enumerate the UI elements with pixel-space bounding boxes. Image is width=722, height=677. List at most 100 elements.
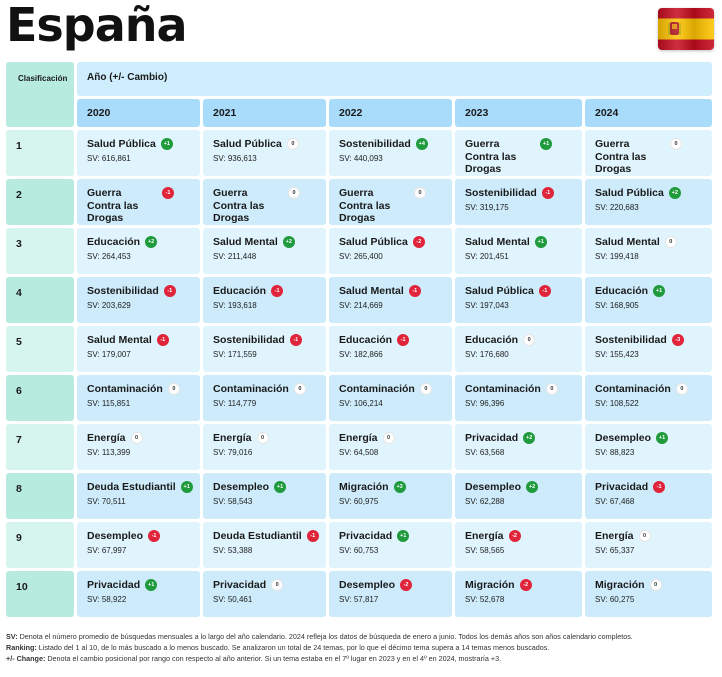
search-volume: SV: 60,753 <box>339 545 379 555</box>
topic-line: Sostenibilidad -1 <box>87 285 194 298</box>
topic-name: Sostenibilidad <box>339 138 411 150</box>
topic-line: Desempleo +1 <box>595 432 706 445</box>
change-badge: +1 <box>534 236 547 248</box>
topic-name: Educación <box>213 285 267 297</box>
topic-name: Guerra Contra las Drogas <box>339 187 391 224</box>
topic-cell: Deuda Estudiantil +1 SV: 70,511 <box>77 473 200 519</box>
change-badge: +1 <box>274 481 287 493</box>
topic-line: Contaminación 0 <box>595 383 706 396</box>
rank-number: 2 <box>6 179 74 225</box>
topic-name: Guerra Contra las Drogas <box>87 187 139 224</box>
topic-line: Salud Pública 0 <box>213 138 320 151</box>
search-volume: SV: 108,522 <box>595 398 639 408</box>
topic-line: Salud Pública -2 <box>339 236 446 249</box>
topic-name: Sostenibilidad <box>465 187 537 199</box>
change-badge: 0 <box>638 530 651 542</box>
search-volume: SV: 936,613 <box>213 153 257 163</box>
topic-name: Sostenibilidad <box>87 285 159 297</box>
topic-name: Deuda Estudiantil <box>87 481 176 493</box>
search-volume: SV: 211,448 <box>213 251 257 261</box>
search-volume: SV: 67,468 <box>595 496 635 506</box>
topic-cell: Contaminación 0 SV: 115,851 <box>77 375 200 421</box>
search-volume: SV: 64,508 <box>339 447 379 457</box>
topic-name: Desempleo <box>465 481 522 493</box>
topic-line: Salud Mental -1 <box>87 334 194 347</box>
topic-cell: Desempleo +2 SV: 62,288 <box>455 473 582 519</box>
topic-cell: Sostenibilidad -1 SV: 171,559 <box>203 326 326 372</box>
topic-name: Privacidad <box>339 530 393 542</box>
topic-name: Contaminación <box>87 383 163 395</box>
topic-cell: Contaminación 0 SV: 96,396 <box>455 375 582 421</box>
rank-number: 10 <box>6 571 74 617</box>
topic-cell: Guerra Contra las Drogas-1SV: 378,948 <box>77 179 200 237</box>
topic-cell: Salud Pública 0 SV: 936,613 <box>203 130 326 176</box>
change-badge: -1 <box>156 334 169 346</box>
search-volume: SV: 113,399 <box>87 447 131 457</box>
topic-name: Privacidad <box>87 579 141 591</box>
topic-cell: Privacidad 0 SV: 50,461 <box>203 571 326 617</box>
topic-line: Energía 0 <box>595 530 706 543</box>
search-volume: SV: 115,851 <box>87 398 131 408</box>
topic-cell: Educación +2 SV: 264,453 <box>77 228 200 274</box>
change-badge: +1 <box>145 579 158 591</box>
topic-line: Guerra Contra las Drogas 0 <box>595 138 706 176</box>
search-volume: SV: 182,866 <box>339 349 383 359</box>
topic-name: Energía <box>213 432 252 444</box>
rank-number: 7 <box>6 424 74 470</box>
change-badge: 0 <box>130 432 143 444</box>
topic-line: Salud Mental +1 <box>465 236 576 249</box>
topic-line: Migración -2 <box>465 579 576 592</box>
topic-name: Migración <box>339 481 389 493</box>
topic-name: Salud Mental <box>213 236 278 248</box>
change-badge: +1 <box>180 481 193 493</box>
change-badge: +1 <box>656 432 669 444</box>
topic-line: Contaminación 0 <box>87 383 194 396</box>
rank-column-header: Clasificación <box>6 62 74 127</box>
topic-line: Desempleo -2 <box>339 579 446 592</box>
change-badge: -1 <box>541 187 554 199</box>
topic-line: Guerra Contra las Drogas 0 <box>213 187 320 225</box>
change-badge: +3 <box>393 481 406 493</box>
topic-name: Energía <box>465 530 504 542</box>
search-volume: SV: 199,418 <box>595 251 639 261</box>
topic-line: Energía -2 <box>465 530 576 543</box>
change-badge: 0 <box>664 236 677 248</box>
topic-cell: Salud Mental -1 SV: 214,669 <box>329 277 452 323</box>
topic-cell: Educación +1 SV: 168,905 <box>585 277 712 323</box>
topic-line: Guerra Contra las Drogas +1 <box>465 138 576 176</box>
change-badge: -1 <box>289 334 302 346</box>
topic-name: Educación <box>87 236 141 248</box>
topic-name: Privacidad <box>213 579 267 591</box>
topic-line: Deuda Estudiantil -1 <box>213 530 320 543</box>
topic-cell: Salud Pública +2 SV: 220,683 <box>585 179 712 225</box>
change-badge: +1 <box>397 530 410 542</box>
search-volume: SV: 220,683 <box>595 202 639 212</box>
topic-cell: Sostenibilidad +4 SV: 440,093 <box>329 130 452 176</box>
change-badge: +2 <box>282 236 295 248</box>
search-volume: SV: 197,043 <box>465 300 509 310</box>
topic-line: Desempleo +2 <box>465 481 576 494</box>
topic-line: Salud Mental -1 <box>339 285 446 298</box>
topic-line: Salud Pública +1 <box>87 138 194 151</box>
change-badge: -3 <box>671 334 684 346</box>
page-title: España <box>6 0 188 52</box>
year-column-header: 2023 <box>455 99 582 127</box>
search-volume: SV: 79,016 <box>213 447 253 457</box>
topic-line: Privacidad +2 <box>465 432 576 445</box>
topic-name: Salud Pública <box>213 138 282 150</box>
change-badge: 0 <box>523 334 536 346</box>
change-badge: +2 <box>523 432 536 444</box>
topic-name: Sostenibilidad <box>213 334 285 346</box>
topic-line: Salud Pública -1 <box>465 285 576 298</box>
topic-name: Contaminación <box>595 383 671 395</box>
search-volume: SV: 60,275 <box>595 594 635 604</box>
topic-cell: Contaminación 0 SV: 106,214 <box>329 375 452 421</box>
topic-cell: Salud Mental -1 SV: 179,007 <box>77 326 200 372</box>
change-badge: 0 <box>382 432 395 444</box>
topic-name: Educación <box>595 285 649 297</box>
topic-line: Energía 0 <box>339 432 446 445</box>
topic-line: Salud Pública +2 <box>595 187 706 200</box>
topic-line: Sostenibilidad -1 <box>213 334 320 347</box>
change-badge: 0 <box>649 579 662 591</box>
topic-line: Guerra Contra las Drogas -1 <box>87 187 194 225</box>
